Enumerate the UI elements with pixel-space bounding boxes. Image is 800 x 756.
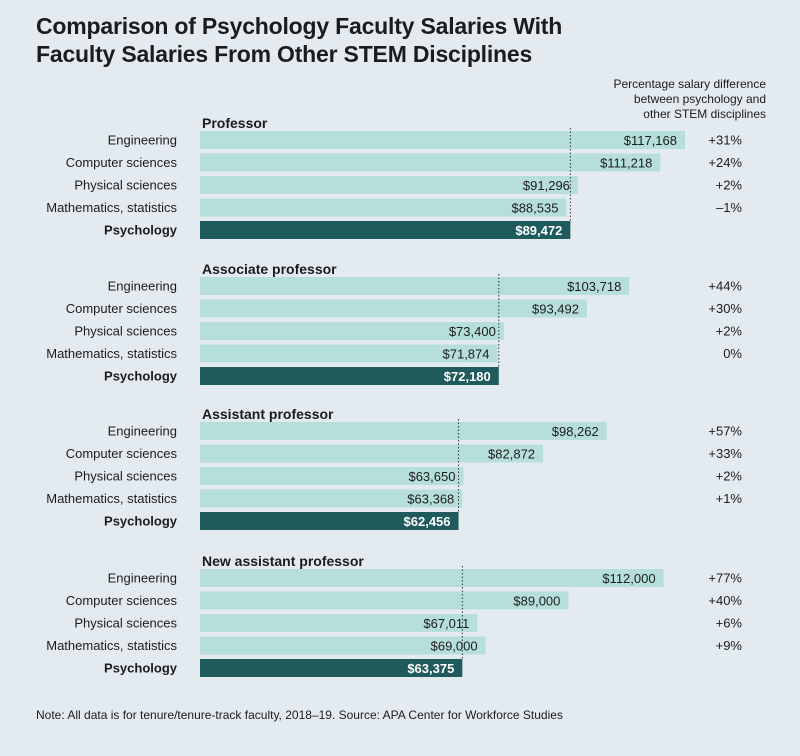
salary-bar [200, 131, 685, 149]
psychology-bar [200, 512, 459, 530]
salary-value-label: $91,296 [523, 178, 570, 193]
group-title: New assistant professor [202, 553, 364, 569]
salary-bar [200, 277, 630, 295]
salary-value-label: $82,872 [488, 447, 535, 462]
psychology-bar [200, 221, 571, 239]
percent-difference-label: –1% [716, 200, 742, 215]
chart-title: Comparison of Psychology Faculty Salarie… [36, 12, 656, 68]
category-label: Mathematics, statistics [46, 200, 177, 215]
percent-difference-label: +77% [708, 571, 742, 586]
percent-difference-label: +24% [708, 155, 742, 170]
group-title: Associate professor [202, 261, 337, 277]
difference-header-line-1: Percentage salary difference [613, 77, 766, 91]
salary-bar [200, 422, 607, 440]
salary-bar [200, 299, 587, 318]
salary-bar [200, 489, 463, 508]
percent-difference-label: +6% [716, 616, 743, 631]
salary-bar [200, 569, 664, 587]
category-label: Physical sciences [74, 469, 177, 484]
salary-value-label: $62,456 [404, 514, 451, 529]
percent-difference-label: +1% [716, 491, 743, 506]
category-label: Psychology [104, 369, 178, 384]
percent-difference-label: +2% [716, 324, 743, 339]
difference-column-header: Percentage salary difference between psy… [546, 77, 766, 122]
chart-title-line-1: Comparison of Psychology Faculty Salarie… [36, 13, 563, 39]
footnote: Note: All data is for tenure/tenure-trac… [36, 708, 563, 722]
salary-value-label: $63,375 [407, 661, 454, 676]
category-label: Mathematics, statistics [46, 491, 177, 506]
percent-difference-label: +33% [708, 446, 742, 461]
category-label: Computer sciences [66, 155, 178, 170]
salary-bar [200, 467, 464, 485]
category-label: Physical sciences [74, 616, 177, 631]
salary-bar [200, 176, 578, 194]
chart-title-line-2: Faculty Salaries From Other STEM Discipl… [36, 41, 533, 67]
group-title: Assistant professor [202, 406, 334, 422]
salary-value-label: $117,168 [624, 133, 677, 148]
salary-bar [200, 322, 504, 340]
salary-value-label: $88,535 [511, 201, 558, 216]
category-label: Engineering [108, 133, 177, 148]
salary-value-label: $67,011 [423, 616, 469, 631]
salary-bar [200, 344, 498, 363]
category-label: Mathematics, statistics [46, 638, 177, 653]
psychology-bar [200, 367, 499, 385]
category-label: Computer sciences [66, 301, 178, 316]
category-label: Engineering [108, 279, 177, 294]
salary-value-label: $69,000 [431, 639, 478, 654]
percent-difference-label: +30% [708, 301, 742, 316]
percent-difference-label: +40% [708, 593, 742, 608]
salary-value-label: $93,492 [532, 302, 579, 317]
category-label: Physical sciences [74, 324, 177, 339]
salary-bar [200, 444, 544, 463]
category-label: Computer sciences [66, 593, 178, 608]
percent-difference-label: +2% [716, 178, 743, 193]
psychology-bar [200, 659, 463, 677]
salary-value-label: $89,472 [515, 223, 562, 238]
difference-header-line-3: other STEM disciplines [643, 107, 766, 121]
salary-value-label: $89,000 [513, 594, 560, 609]
category-label: Psychology [104, 514, 178, 529]
salary-value-label: $63,650 [408, 469, 455, 484]
percent-difference-label: 0% [723, 346, 742, 361]
category-label: Computer sciences [66, 446, 178, 461]
salary-bar [200, 591, 569, 610]
group-title: Professor [202, 115, 268, 131]
category-label: Psychology [104, 661, 178, 676]
salary-bar [200, 198, 567, 217]
percent-difference-label: +2% [716, 469, 743, 484]
salary-bar [200, 636, 486, 655]
category-label: Engineering [108, 571, 177, 586]
salary-value-label: $112,000 [602, 571, 655, 586]
salary-value-label: $72,180 [444, 369, 491, 384]
salary-value-label: $63,368 [407, 492, 454, 507]
salary-bar [200, 153, 661, 172]
percent-difference-label: +57% [708, 424, 742, 439]
percent-difference-label: +31% [708, 133, 742, 148]
category-label: Engineering [108, 424, 177, 439]
salary-value-label: $71,874 [443, 347, 490, 362]
salary-value-label: $111,218 [600, 156, 652, 171]
salary-bar [200, 614, 478, 632]
category-label: Psychology [104, 223, 178, 238]
salary-value-label: $103,718 [567, 279, 621, 294]
percent-difference-label: +9% [716, 638, 743, 653]
percent-difference-label: +44% [708, 279, 742, 294]
salary-value-label: $73,400 [449, 324, 496, 339]
category-label: Mathematics, statistics [46, 346, 177, 361]
salary-value-label: $98,262 [552, 424, 599, 439]
difference-header-line-2: between psychology and [633, 92, 766, 106]
category-label: Physical sciences [74, 178, 177, 193]
